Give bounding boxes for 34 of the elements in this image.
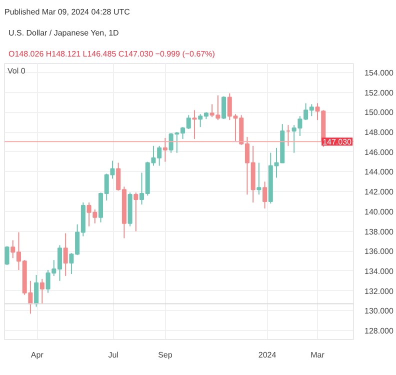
y-tick-label: 128.000 [364,326,394,336]
y-tick-label: 154.000 [364,68,394,78]
annotation: Vol 0 [8,66,26,76]
y-tick-label: 148.000 [364,128,394,138]
y-tick-label: 140.000 [364,207,394,216]
candlestick [134,192,138,232]
candlestick [222,96,226,120]
x-tick-label: Mar [310,350,325,360]
x-tick-label: Sep [158,350,173,360]
y-tick-label: 142.000 [364,188,394,197]
x-tick-label: Apr [30,350,44,360]
candlestick [162,137,168,162]
candlestick [262,181,268,209]
candlestick [40,278,44,304]
y-tick-label: 130.000 [364,306,394,316]
candlestick [4,246,10,266]
y-tick-label: 134.000 [364,266,394,276]
y-tick-label: 144.000 [364,168,394,177]
text: O148.026 H148.121 L146.485 C147.030 −0.999 (−0.67%) [8,50,216,58]
y-tick-label: 146.000 [364,148,394,157]
candlestick [34,274,39,308]
candlestick [192,110,197,140]
candlestick [63,232,68,276]
y-tick-label: 136.000 [364,247,394,256]
ref-line-label: 147.030 [322,138,352,147]
y-tick-label: 150.000 [364,108,394,118]
y-tick-label: 152.000 [364,88,394,98]
x-tick-label: Jul [108,350,119,360]
chart-title: U.S. Dollar / Japanese Yen, 1D [8,28,120,38]
candlestick [256,162,262,196]
y-tick-label: 132.000 [364,286,394,296]
y-tick-label: 138.000 [364,227,394,236]
x-tick-label: 2024 [258,350,277,360]
chart-subtitle: Published Mar 09, 2024 04:28 UTC [4,8,130,16]
